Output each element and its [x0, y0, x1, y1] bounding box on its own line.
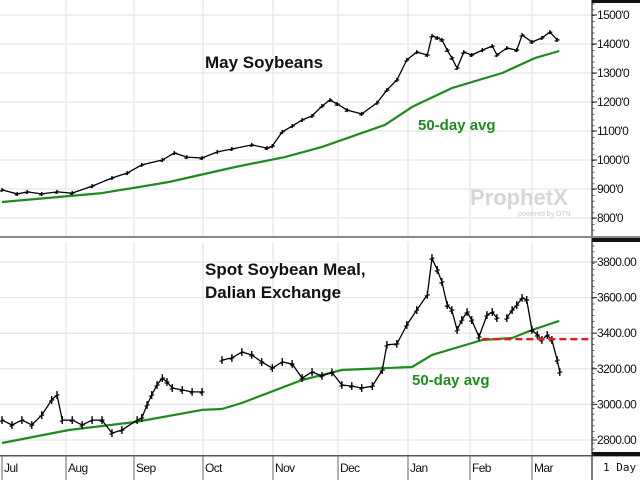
price-tick-label: 3000.00: [597, 397, 637, 411]
prophetx-watermark: ProphetX powered by DTN: [470, 185, 571, 218]
price-tick-label: 1200'0: [597, 95, 630, 109]
month-label: Jan: [410, 461, 428, 475]
period-label[interactable]: 1 Day: [603, 461, 636, 474]
soybeans-title: May Soybeans: [205, 53, 323, 72]
month-label: Jul: [4, 461, 18, 475]
meal-ma-label: 50-day avg: [412, 372, 490, 389]
price-tick-label: 3400.00: [597, 326, 637, 340]
month-label: Nov: [275, 461, 295, 475]
price-tick-label: 3800.00: [597, 255, 637, 269]
axis-divider-bar: [592, 238, 640, 242]
price-tick-label: 1100'0: [597, 124, 629, 138]
price-tick-label: 1000'0: [597, 153, 630, 167]
price-axis: 1500'0 1400'0 1300'0 1200'0 1100'0 1000'0 900'…: [592, 3, 638, 456]
month-label: Oct: [205, 461, 223, 475]
watermark-brand: ProphetX: [470, 185, 568, 210]
meal-price-line: [1, 377, 203, 434]
soybeans-50-day-avg-line: [1, 49, 560, 204]
grid-lines: [0, 0, 592, 455]
price-tick-label: 1500'0: [597, 8, 630, 22]
price-tick-label: 2800.00: [597, 433, 637, 447]
soybeans-ma-label: 50-day avg: [418, 117, 496, 134]
month-label: Sep: [136, 461, 156, 475]
month-label: Dec: [340, 461, 360, 475]
price-tick-label: 800'0: [597, 211, 624, 225]
axis-top-bar: [592, 0, 640, 3]
time-axis: Jul Aug Sep Oct Nov Dec Jan Feb Mar: [1, 456, 554, 480]
price-tick-label: 3600.00: [597, 291, 637, 305]
price-tick-label: 1300'0: [597, 66, 630, 80]
panel-divider: [0, 236, 640, 238]
meal-panel: [0, 254, 592, 445]
month-label: Aug: [68, 461, 88, 475]
meal-subtitle: Dalian Exchange: [205, 283, 341, 302]
price-tick-label: 1400'0: [597, 37, 630, 51]
month-label: Mar: [534, 461, 553, 475]
price-tick-label: 3200.00: [597, 362, 637, 376]
meal-price-line: [221, 255, 498, 389]
axis-bottom-bar: [592, 452, 640, 456]
time-axis-line: [0, 455, 640, 457]
soybeans-panel: [0, 30, 560, 204]
meal-price-line: [506, 297, 561, 373]
soybeans-price-line: [1, 31, 558, 195]
meal-title: Spot Soybean Meal,: [205, 260, 366, 279]
price-tick-label: 900'0: [597, 182, 624, 196]
month-label: Feb: [472, 461, 492, 475]
watermark-tagline: powered by DTN: [518, 211, 571, 218]
